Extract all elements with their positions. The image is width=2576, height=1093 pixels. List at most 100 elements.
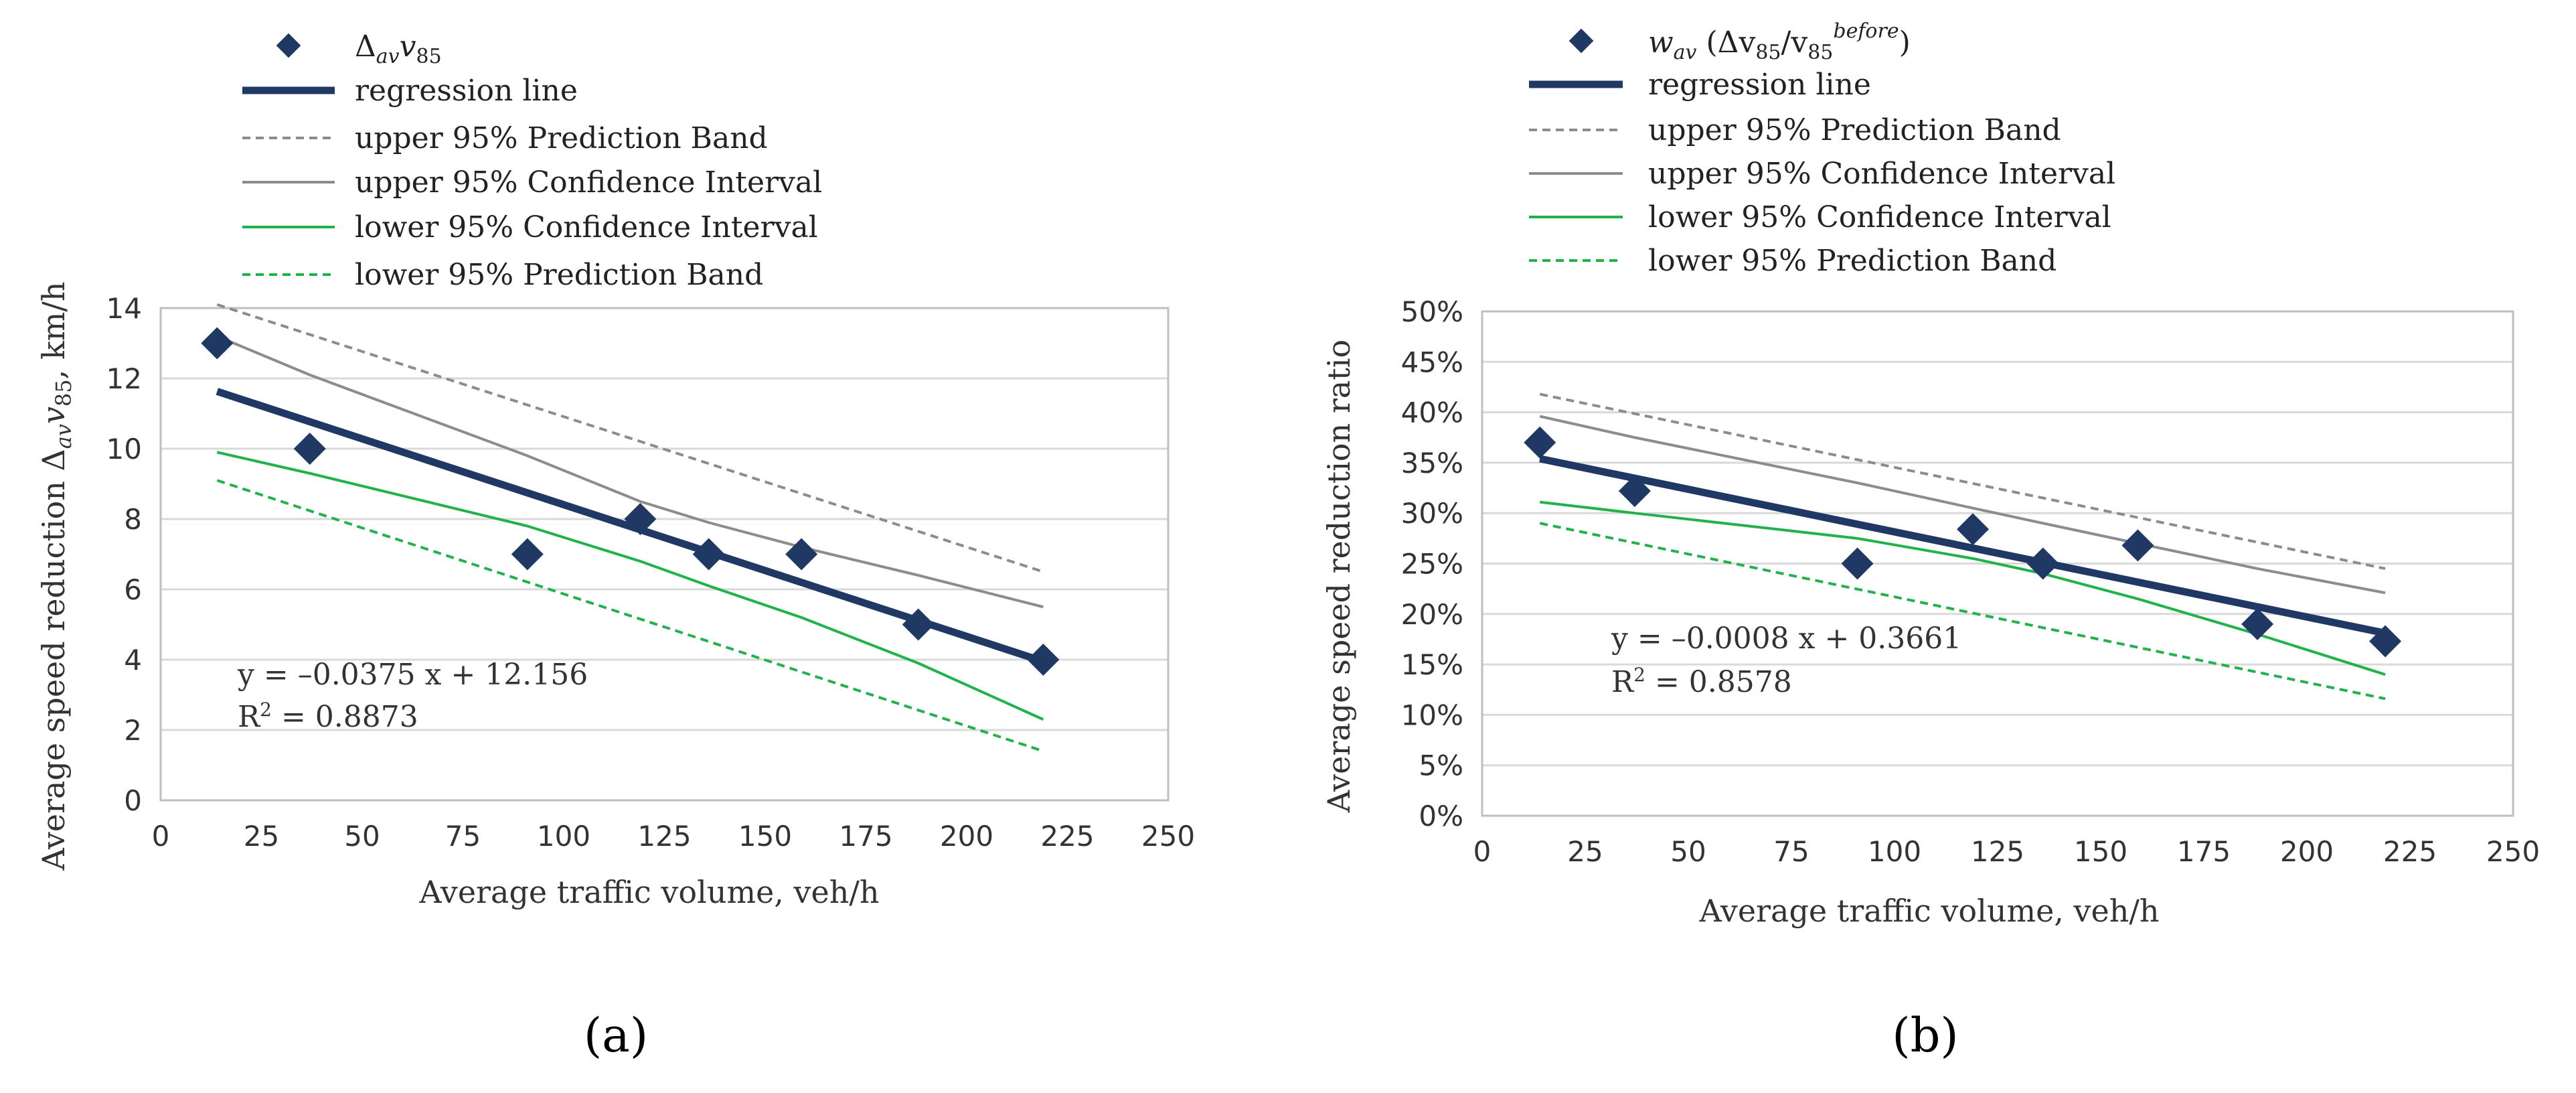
chart-a-x-tick-label: 225 xyxy=(1040,820,1094,853)
chart-a-x-tick-label: 0 xyxy=(152,820,170,853)
chart-a-x-tick-label: 250 xyxy=(1141,820,1195,853)
legend-b-upper-pb-label: upper 95% Prediction Band xyxy=(1648,113,2061,147)
regression-equation-b: y = –0.0008 x + 0.3661 xyxy=(1611,622,1961,656)
chart-b-y-tick-label: 45% xyxy=(1401,346,1463,378)
legend-a-series-label: Δavv85 xyxy=(355,29,442,68)
chart-a-y-tick-label: 10 xyxy=(106,433,142,465)
y-axis-label-a: Average speed reduction Δavv85, km/h xyxy=(35,282,76,871)
legend-b-lower-ci-label: lower 95% Confidence Interval xyxy=(1648,200,2111,234)
chart-a-regression-line xyxy=(216,388,1045,665)
legend-b-lower-pb-label: lower 95% Prediction Band xyxy=(1648,244,2057,278)
chart-a-data-point xyxy=(624,503,657,535)
chart-a-upper-ci-line xyxy=(216,335,1044,609)
chart-a-x-tick-label: 100 xyxy=(537,820,590,853)
chart-b-lower-ci-line xyxy=(1540,500,2386,676)
chart-b-data-point xyxy=(1618,475,1651,508)
chart-b-data-point xyxy=(1957,513,1990,546)
chart-a-x-tick-label: 50 xyxy=(344,820,380,853)
chart-b-data-point xyxy=(2121,529,2154,562)
chart-b-x-tick-label: 50 xyxy=(1670,835,1706,868)
chart-panel-a: Δavv85 regression line upper 95% Predict… xyxy=(35,29,1196,1063)
r-squared-a: R2 = 0.8873 xyxy=(238,699,418,734)
chart-a-y-tick-label: 6 xyxy=(124,573,142,606)
chart-a-data-point xyxy=(1027,644,1060,676)
chart-b-x-tick-label: 100 xyxy=(1868,835,1921,868)
chart-b-data-point xyxy=(2369,625,2402,658)
chart-a-y-tick-label: 12 xyxy=(106,362,142,395)
chart-a-x-tick-label: 25 xyxy=(244,820,279,853)
chart-a-x-tick-label: 125 xyxy=(637,820,691,853)
chart-a-lower-ci-line xyxy=(216,451,1044,721)
chart-a-data-point xyxy=(511,538,544,571)
chart-b-upper-pb-line xyxy=(1539,392,2386,570)
chart-a-x-tick-label: 150 xyxy=(738,820,792,853)
chart-b-regression-line xyxy=(1539,455,2387,637)
chart-b-x-tick-label: 75 xyxy=(1773,835,1809,868)
chart-b-x-tick-label: 125 xyxy=(1971,835,2024,868)
chart-a-y-tick-label: 8 xyxy=(124,503,142,536)
chart-b-x-tick-label: 200 xyxy=(2280,835,2334,868)
legend-a-lower-ci-label: lower 95% Confidence Interval xyxy=(355,210,818,244)
x-axis-label-b: Average traffic volume, veh/h xyxy=(1698,893,2159,929)
legend-b-regression-label: regression line xyxy=(1648,68,1871,102)
chart-b-plot-border xyxy=(1481,310,2514,817)
plot-area-a: 0 2 4 6 8 10 12 14 0 25 50 75 100 125 150 175 200 225 250 xyxy=(106,292,1196,853)
chart-a-y-tick-label: 0 xyxy=(124,784,142,817)
legend-b-series-label: wav (Δv85/v85before) xyxy=(1648,19,1911,64)
chart-a-x-tick-label: 200 xyxy=(940,820,993,853)
chart-a-data-point xyxy=(902,608,935,641)
chart-a-data-point xyxy=(692,538,725,571)
chart-a-x-tick-label: 75 xyxy=(445,820,481,853)
chart-b-y-tick-label: 40% xyxy=(1401,396,1463,429)
plot-area-b: 0% 5% 10% 15% 20% 25% 30% 35% 40% 45% 50% 0 25 50 75 10… xyxy=(1401,295,2540,868)
chart-b-data-point xyxy=(1524,426,1556,459)
regression-equation-a: y = –0.0375 x + 12.156 xyxy=(237,658,588,692)
chart-b-y-tick-label: 5% xyxy=(1419,749,1463,782)
legend-a: Δavv85 regression line upper 95% Predict… xyxy=(242,29,822,292)
legend-a-lower-pb-label: lower 95% Prediction Band xyxy=(355,258,763,292)
chart-a-y-tick-label: 2 xyxy=(124,714,142,747)
legend-b: wav (Δv85/v85before) regression line upp… xyxy=(1529,19,2115,278)
chart-b-x-tick-label: 25 xyxy=(1567,835,1603,868)
chart-b-y-tick-label: 50% xyxy=(1401,295,1463,328)
legend-a-upper-ci-label: upper 95% Confidence Interval xyxy=(355,165,822,200)
chart-a-x-tick-label: 175 xyxy=(839,820,892,853)
chart-a-upper-pb-line xyxy=(216,303,1044,573)
chart-a-plot-border xyxy=(159,307,1170,802)
chart-b-upper-ci-line xyxy=(1539,415,2386,595)
y-axis-label-b: Average speed reduction ratio xyxy=(1321,340,1357,813)
chart-panel-b: wav (Δv85/v85before) regression line upp… xyxy=(1288,0,2576,1093)
chart-b-data-point xyxy=(1841,547,1874,580)
chart-b-x-tick-label: 150 xyxy=(2074,835,2127,868)
chart-b-y-tick-label: 10% xyxy=(1401,699,1463,731)
chart-b-data-point xyxy=(2026,547,2059,580)
legend-b-upper-ci-label: upper 95% Confidence Interval xyxy=(1648,157,2115,191)
chart-b-y-tick-label: 0% xyxy=(1419,800,1463,832)
legend-b-point-marker xyxy=(1568,28,1594,54)
chart-b-x-tick-label: 175 xyxy=(2177,835,2231,868)
chart-a-y-tick-label: 4 xyxy=(124,644,142,676)
chart-b-x-tick-label: 250 xyxy=(2486,835,2540,868)
chart-b-y-tick-label: 30% xyxy=(1401,497,1463,530)
chart-b-lower-pb-line xyxy=(1539,522,2386,701)
x-axis-label-a: Average traffic volume, veh/h xyxy=(418,874,879,910)
chart-b-y-tick-label: 15% xyxy=(1401,648,1463,681)
chart-a-y-tick-label: 14 xyxy=(106,292,142,325)
chart-a-data-point xyxy=(293,433,326,465)
chart-b-x-tick-label: 0 xyxy=(1473,835,1492,868)
chart-b-y-tick-label: 25% xyxy=(1401,548,1463,581)
legend-a-point-marker xyxy=(276,33,301,58)
panel-label-a: (a) xyxy=(584,1008,648,1063)
chart-a-svg: Δavv85 regression line upper 95% Predict… xyxy=(35,29,1196,1063)
legend-a-regression-label: regression line xyxy=(355,74,578,108)
chart-b-data-point xyxy=(2241,607,2274,640)
chart-a-data-point xyxy=(201,327,234,360)
panel-label-b: (b) xyxy=(1892,1008,1958,1063)
chart-a-lower-pb-line xyxy=(216,479,1044,753)
chart-b-svg: wav (Δv85/v85before) regression line upp… xyxy=(1321,19,2540,1063)
legend-a-upper-pb-label: upper 95% Prediction Band xyxy=(355,121,768,155)
chart-b-y-tick-label: 35% xyxy=(1401,447,1463,480)
chart-b-x-tick-label: 225 xyxy=(2383,835,2437,868)
r-squared-b: R2 = 0.8578 xyxy=(1611,664,1792,699)
chart-a-data-point xyxy=(785,538,818,571)
